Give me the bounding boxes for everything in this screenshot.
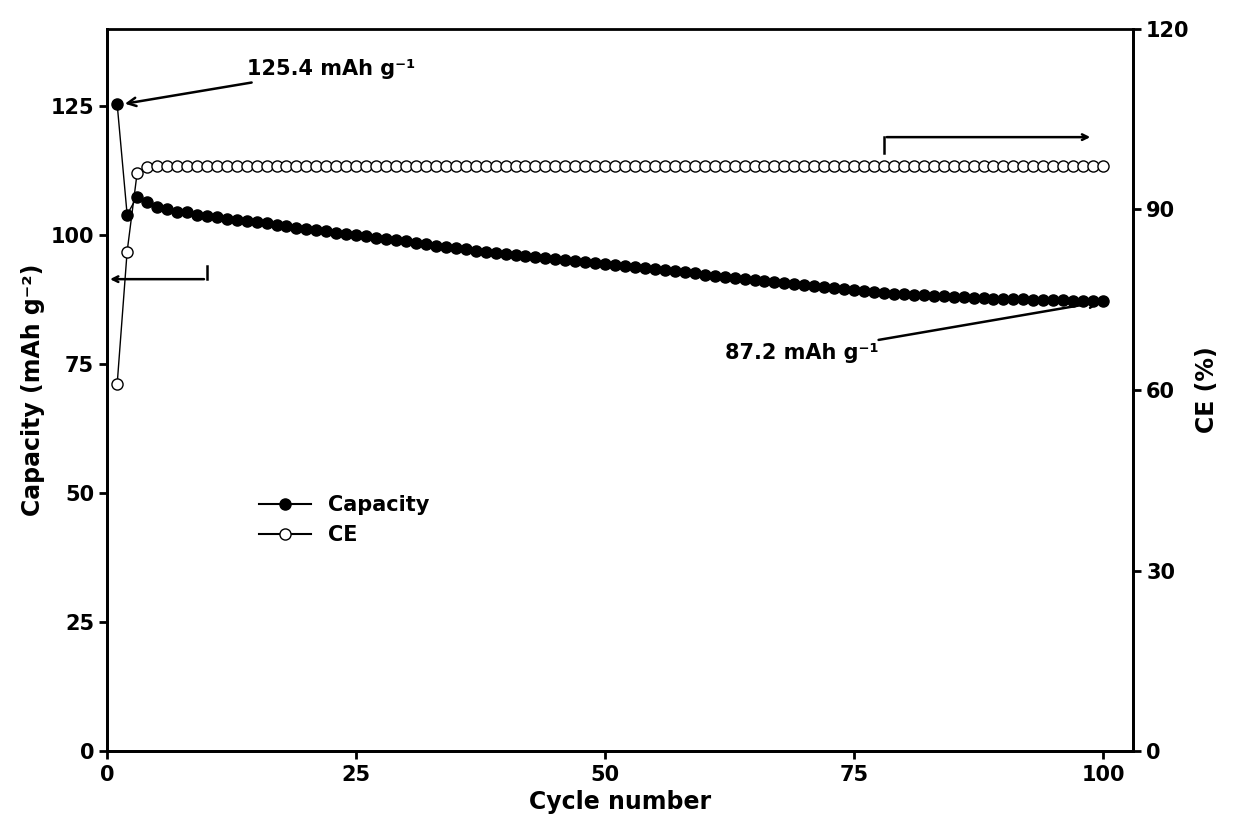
Y-axis label: Capacity (mAh g⁻²): Capacity (mAh g⁻²): [21, 264, 45, 516]
Y-axis label: CE (%): CE (%): [1195, 347, 1219, 433]
Text: 125.4 mAh g⁻¹: 125.4 mAh g⁻¹: [128, 59, 415, 106]
Legend: Capacity, CE: Capacity, CE: [250, 487, 438, 554]
X-axis label: Cycle number: Cycle number: [529, 790, 711, 814]
Text: 87.2 mAh g⁻¹: 87.2 mAh g⁻¹: [724, 300, 1097, 363]
